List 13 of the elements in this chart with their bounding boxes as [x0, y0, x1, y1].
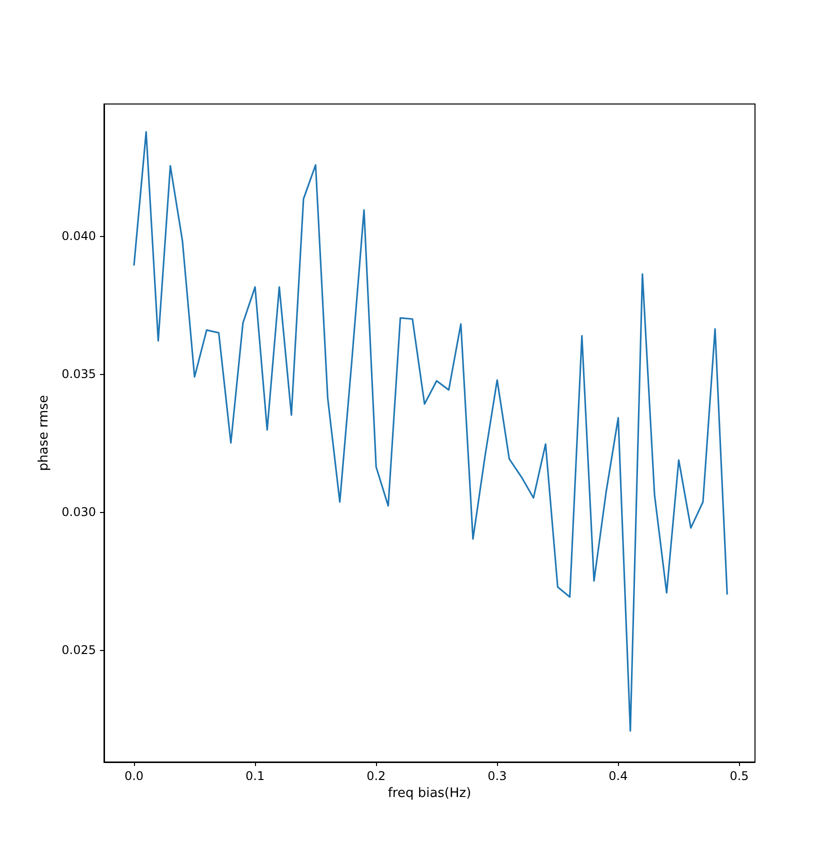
- y-tick-label: 0.030: [62, 504, 96, 519]
- x-tick-label: 0.2: [366, 769, 386, 783]
- x-tick-label: 0.3: [488, 769, 507, 783]
- y-tick-label: 0.040: [62, 228, 96, 243]
- y-tick-label: 0.025: [62, 642, 96, 657]
- x-tick-label: 0.5: [730, 769, 749, 783]
- x-tick-label: 0.0: [124, 769, 144, 783]
- y-tick-label: 0.035: [62, 366, 96, 381]
- y-axis-title: phase rmse: [36, 395, 52, 471]
- x-tick-label: 0.4: [608, 769, 628, 783]
- line-series: [133, 131, 728, 732]
- x-tick-label: 0.1: [246, 769, 265, 783]
- x-axis-title: freq bias(Hz): [388, 786, 472, 801]
